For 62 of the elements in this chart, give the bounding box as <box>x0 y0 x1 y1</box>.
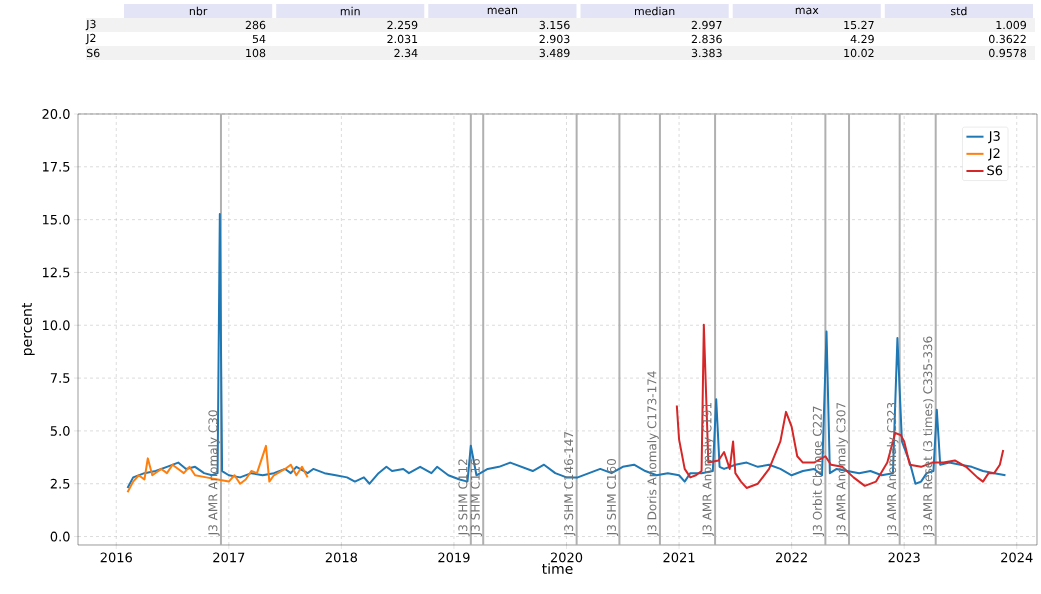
line-series <box>675 323 1005 489</box>
x-tick-label: 2023 <box>888 552 920 563</box>
category-label: median <box>634 6 675 16</box>
x-tick-label: 2018 <box>325 552 358 563</box>
ref-line-label: J3 SHM C160 <box>606 459 619 536</box>
x-tick-label: 2021 <box>663 552 695 563</box>
ref-line-label: J3 AMR Anomaly C323 <box>886 402 899 536</box>
y-tick-label: 5.0 <box>50 425 70 436</box>
text: 3.383 <box>691 48 722 58</box>
ref-line-label: J3 SHM C146-147 <box>564 432 576 536</box>
category-label: S6 <box>86 48 100 58</box>
ref-line-label: J3 Orbit Change C227 <box>812 406 825 536</box>
text: 2.836 <box>691 34 722 44</box>
y-tick-label: 10.0 <box>42 320 70 331</box>
text: 2.259 <box>387 20 418 30</box>
text: 2.997 <box>691 20 722 30</box>
ref-line-label: J3 AMR Reset (3 times) C335-336 <box>922 336 935 536</box>
ref-line-label: J3 AMR Anomaly C30 <box>208 410 220 536</box>
ref-line-label: J3 AMR Anomaly C307 <box>836 402 848 536</box>
ref-line-label: J3 SHM C112 <box>458 459 470 536</box>
text: 0.3622 <box>989 34 1026 44</box>
category-label: std <box>950 6 967 16</box>
x-tick-label: 2022 <box>776 552 807 563</box>
legend-label: J2 <box>988 148 1000 161</box>
x-tick-label: 2016 <box>100 552 132 563</box>
category-label: min <box>340 6 360 16</box>
y-axis-title: percent <box>21 302 35 356</box>
text: 2.903 <box>539 34 570 44</box>
text: 15.27 <box>844 20 874 30</box>
y-tick-label: 15.0 <box>42 214 70 225</box>
x-axis-title: time <box>542 563 573 575</box>
text: 2.34 <box>394 48 418 58</box>
ref-line-label: J3 SHM C116 <box>470 459 483 536</box>
x-tick-label: 2024 <box>1001 552 1033 563</box>
x-tick-label: 2017 <box>213 552 245 563</box>
category-label: J2 <box>85 33 96 45</box>
ref-line-label: J3 Doris Anomaly C173-174 <box>647 371 659 536</box>
legend-label: S6 <box>987 165 1003 176</box>
x-tick-label: 2020 <box>550 552 583 563</box>
text: 10.02 <box>844 48 874 58</box>
text: 4.29 <box>850 34 874 44</box>
text: 108 <box>246 48 266 58</box>
text: 3.489 <box>539 48 570 58</box>
legend-label: J3 <box>988 131 1000 144</box>
text: 1.009 <box>996 20 1027 30</box>
x-tick-label: 2019 <box>438 552 470 563</box>
y-tick-label: 17.5 <box>42 161 70 172</box>
text: 0.9578 <box>989 48 1027 58</box>
category-label: max <box>795 7 819 15</box>
ref-line-label: J3 AMR Anomaly C191 <box>702 403 714 536</box>
y-tick-label: 20.0 <box>42 109 70 119</box>
category-label: nbr <box>189 6 208 16</box>
text: 286 <box>245 20 266 30</box>
text: 3.156 <box>539 20 570 30</box>
y-tick-label: 2.5 <box>50 478 70 489</box>
text: 54 <box>252 34 266 44</box>
category-label: mean <box>487 7 518 15</box>
y-tick-label: 7.5 <box>50 373 70 383</box>
y-tick-label: 12.5 <box>42 267 70 278</box>
text: 2.031 <box>387 34 418 44</box>
category-label: J3 <box>85 19 96 31</box>
y-tick-label: 0.0 <box>50 531 70 542</box>
